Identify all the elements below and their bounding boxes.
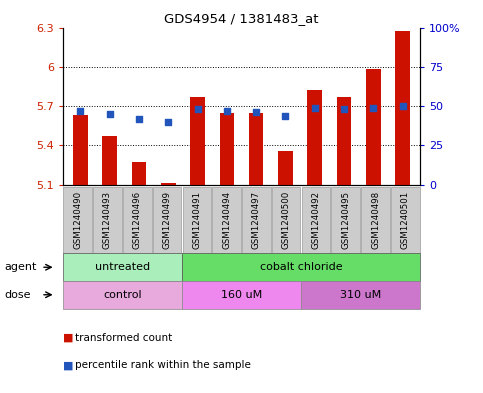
- Text: GSM1240495: GSM1240495: [341, 191, 350, 249]
- Text: GSM1240490: GSM1240490: [73, 191, 82, 249]
- Title: GDS4954 / 1381483_at: GDS4954 / 1381483_at: [164, 12, 319, 25]
- Text: control: control: [103, 290, 142, 300]
- Text: ■: ■: [63, 360, 73, 371]
- Text: transformed count: transformed count: [75, 333, 172, 343]
- Text: GSM1240492: GSM1240492: [312, 191, 320, 249]
- Bar: [395, 31, 410, 185]
- Text: percentile rank within the sample: percentile rank within the sample: [75, 360, 251, 371]
- Text: GSM1240496: GSM1240496: [133, 191, 142, 249]
- Text: GSM1240491: GSM1240491: [192, 191, 201, 249]
- Point: [76, 108, 84, 114]
- Point: [252, 109, 260, 116]
- Text: dose: dose: [5, 290, 31, 300]
- Text: GSM1240499: GSM1240499: [163, 191, 171, 249]
- Text: untreated: untreated: [95, 262, 150, 272]
- Point: [340, 106, 348, 112]
- Text: agent: agent: [5, 262, 37, 272]
- Bar: [102, 136, 117, 185]
- Bar: [190, 97, 205, 185]
- Point: [106, 111, 114, 117]
- Bar: [220, 113, 234, 185]
- Point: [282, 112, 289, 119]
- Point: [311, 105, 319, 111]
- Bar: [249, 113, 263, 185]
- Text: GSM1240497: GSM1240497: [252, 191, 261, 249]
- Text: 160 uM: 160 uM: [221, 290, 262, 300]
- Bar: [73, 115, 88, 185]
- Text: ■: ■: [63, 333, 73, 343]
- Text: GSM1240494: GSM1240494: [222, 191, 231, 249]
- Point: [223, 108, 231, 114]
- Bar: [161, 184, 176, 185]
- Point: [369, 105, 377, 111]
- Bar: [366, 70, 381, 185]
- Point: [399, 103, 407, 109]
- Point: [194, 106, 201, 112]
- Text: 310 uM: 310 uM: [340, 290, 381, 300]
- Bar: [132, 162, 146, 185]
- Text: GSM1240498: GSM1240498: [371, 191, 380, 249]
- Bar: [278, 151, 293, 185]
- Bar: [307, 90, 322, 185]
- Text: GSM1240501: GSM1240501: [401, 191, 410, 249]
- Point: [164, 119, 172, 125]
- Text: GSM1240500: GSM1240500: [282, 191, 291, 249]
- Point: [135, 116, 143, 122]
- Bar: [337, 97, 351, 185]
- Text: GSM1240493: GSM1240493: [103, 191, 112, 249]
- Text: cobalt chloride: cobalt chloride: [260, 262, 342, 272]
